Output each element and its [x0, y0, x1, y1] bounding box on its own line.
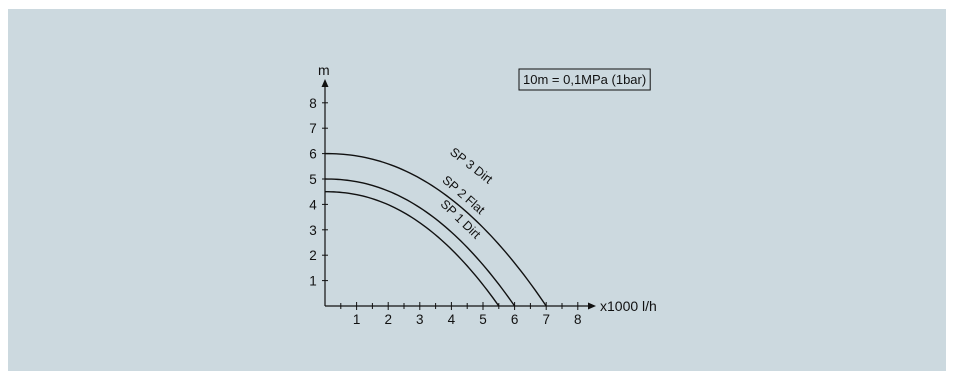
x-tick-label: 5 — [479, 312, 487, 327]
chart-panel: x1000 l/h m 1 2 3 4 5 6 7 8 1 2 3 4 5 6 7 8 SP 3 Dirt SP… — [8, 9, 946, 371]
x-axis-title: x1000 l/h — [600, 298, 657, 314]
unit-note: 10m = 0,1MPa (1bar) — [518, 68, 651, 91]
x-tick-label: 7 — [542, 312, 550, 327]
x-axis-arrowhead — [588, 302, 596, 310]
y-axis-title: m — [318, 62, 330, 78]
y-tick-label: 2 — [309, 248, 317, 263]
unit-note-text: 10m = 0,1MPa (1bar) — [523, 72, 646, 87]
x-tick-label: 4 — [448, 312, 456, 327]
x-tick-label: 8 — [574, 312, 582, 327]
series-curve — [324, 191, 500, 307]
x-tick-label: 3 — [416, 312, 424, 327]
x-tick-label: 6 — [511, 312, 519, 327]
y-tick-label: 5 — [309, 172, 317, 187]
y-tick-label: 4 — [309, 197, 317, 212]
y-tick-label: 6 — [309, 147, 317, 162]
x-tick-label: 2 — [384, 312, 392, 327]
y-tick-label: 3 — [309, 223, 317, 238]
series-curve — [324, 152, 547, 307]
series-curve — [324, 178, 516, 307]
pump-performance-chart: x1000 l/h m 1 2 3 4 5 6 7 8 1 2 3 4 5 6 7 8 SP 3 DirtSP… — [309, 62, 657, 327]
axes: x1000 l/h m — [318, 62, 657, 314]
y-axis-arrowhead — [321, 79, 329, 87]
y-tick-label: 7 — [309, 121, 317, 136]
x-tick-label: 1 — [353, 312, 361, 327]
unit-note-box — [518, 68, 651, 91]
y-tick-label: 8 — [309, 96, 317, 111]
ticks: 1 2 3 4 5 6 7 8 1 2 3 4 5 6 7 8 — [309, 96, 581, 327]
y-tick-label: 1 — [309, 274, 317, 289]
